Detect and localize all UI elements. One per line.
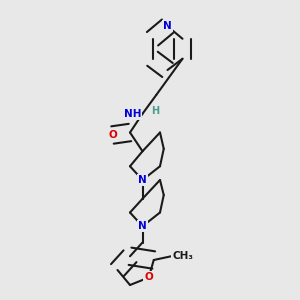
Text: CH₃: CH₃ — [172, 251, 194, 261]
Text: N: N — [163, 21, 172, 31]
Text: N: N — [138, 221, 147, 231]
Text: O: O — [108, 130, 117, 140]
Text: O: O — [144, 272, 153, 283]
Text: NH: NH — [124, 109, 141, 119]
Text: N: N — [138, 175, 147, 185]
Text: H: H — [151, 106, 159, 116]
